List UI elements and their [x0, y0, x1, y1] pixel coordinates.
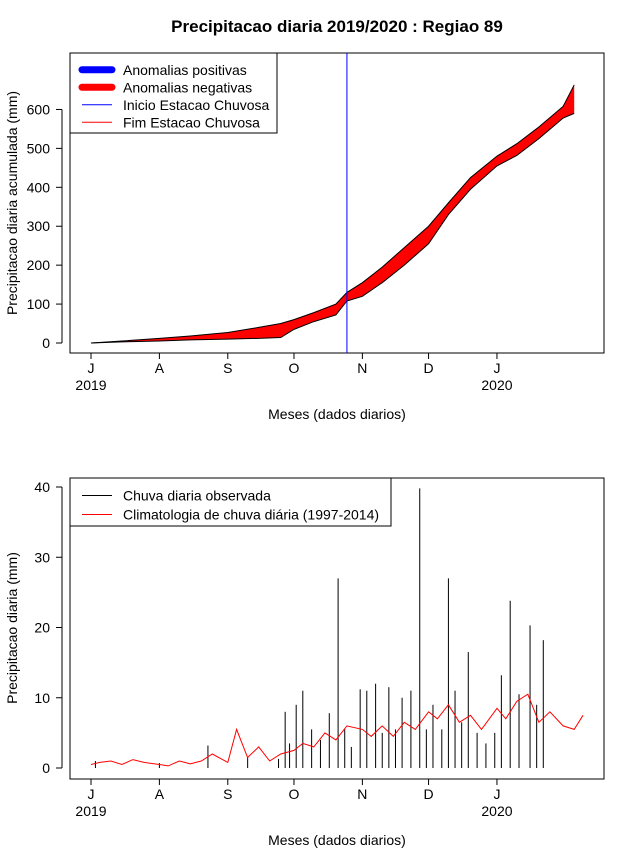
x-tick-label: S: [223, 786, 232, 802]
figure-title: Precipitacao diaria 2019/2020 : Regiao 8…: [171, 17, 503, 36]
x-tick-label: O: [289, 786, 300, 802]
legend-label: Chuva diaria observada: [123, 488, 271, 504]
legend-label: Anomalias negativas: [123, 79, 252, 95]
legend-label: Fim Estacao Chuvosa: [123, 114, 260, 130]
x-tick-label: S: [223, 360, 232, 376]
legend-label: Inicio Estacao Chuvosa: [123, 97, 270, 113]
y-tick-label: 500: [27, 140, 51, 156]
y-tick-label: 300: [27, 218, 51, 234]
cumulative-xlabel: Meses (dados diarios): [268, 406, 406, 422]
x-tick-label: J: [493, 786, 500, 802]
cumulative-ylabel: Precipitacao diaria acumulada (mm): [4, 91, 20, 315]
x-tick-label: O: [289, 360, 300, 376]
legend-label: Climatologia de chuva diária (1997-2014): [123, 507, 379, 523]
y-tick-label: 400: [27, 179, 51, 195]
daily-xlabel: Meses (dados diarios): [268, 832, 406, 848]
climatology-cumulative-line: [90, 84, 575, 344]
y-tick-label: 40: [34, 479, 50, 495]
legend-box: [69, 477, 392, 527]
observed-cumulative-line: [90, 112, 575, 344]
x-tick-year: 2020: [481, 377, 512, 393]
x-tick-year: 2019: [75, 803, 106, 819]
x-tick-label: A: [155, 786, 165, 802]
y-tick-label: 20: [34, 620, 50, 636]
x-tick-year: 2019: [75, 377, 106, 393]
y-tick-label: 200: [27, 257, 51, 273]
y-tick-label: 10: [34, 690, 50, 706]
x-tick-label: J: [88, 786, 95, 802]
x-tick-label: J: [88, 360, 95, 376]
x-tick-label: N: [357, 360, 367, 376]
y-tick-label: 100: [27, 296, 51, 312]
x-tick-label: D: [423, 786, 433, 802]
cumulative-chart: Precipitacao diaria acumulada (mm) Meses…: [4, 52, 605, 422]
legend-label: Anomalias positivas: [123, 62, 247, 78]
x-tick-label: N: [357, 786, 367, 802]
y-tick-label: 30: [34, 549, 50, 565]
x-tick-year: 2020: [481, 803, 512, 819]
y-tick-label: 600: [27, 101, 51, 117]
x-tick-label: J: [493, 360, 500, 376]
x-tick-label: A: [155, 360, 165, 376]
y-tick-label: 0: [42, 760, 50, 776]
x-tick-label: D: [423, 360, 433, 376]
climatology-daily-line: [90, 693, 584, 767]
daily-chart: Precipitacao diaria (mm) Meses (dados di…: [4, 477, 605, 848]
daily-ylabel: Precipitacao diaria (mm): [4, 552, 20, 704]
y-tick-label: 0: [42, 335, 50, 351]
